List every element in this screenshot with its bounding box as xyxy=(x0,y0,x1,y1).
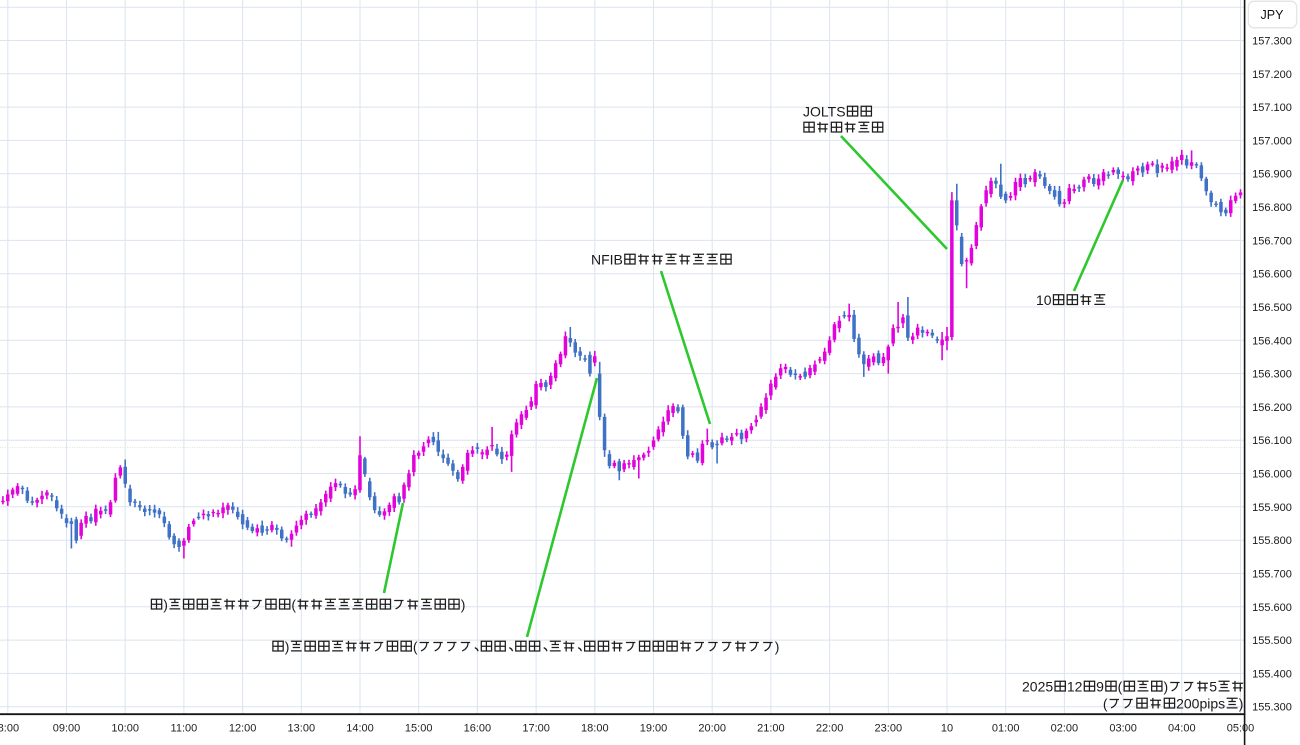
svg-text:): ) xyxy=(1164,679,1169,695)
svg-text:5: 5 xyxy=(1209,679,1217,695)
svg-text:): ) xyxy=(775,639,780,655)
svg-text:156.300: 156.300 xyxy=(1252,369,1292,381)
svg-text:05:00: 05:00 xyxy=(1227,723,1255,735)
svg-text:02:00: 02:00 xyxy=(1051,723,1079,735)
svg-text:155.700: 155.700 xyxy=(1252,569,1292,581)
svg-text:NFIB: NFIB xyxy=(591,252,623,268)
svg-text:(: ( xyxy=(1118,679,1123,695)
svg-text:156.000: 156.000 xyxy=(1252,469,1292,481)
svg-text:13:00: 13:00 xyxy=(288,723,316,735)
svg-text:22:00: 22:00 xyxy=(816,723,844,735)
svg-text:15:00: 15:00 xyxy=(405,723,433,735)
svg-text:9: 9 xyxy=(1096,679,1104,695)
svg-text:156.600: 156.600 xyxy=(1252,269,1292,281)
svg-text:10: 10 xyxy=(1036,292,1052,308)
svg-text:23:00: 23:00 xyxy=(875,723,903,735)
svg-text:156.900: 156.900 xyxy=(1252,169,1292,181)
svg-text:16:00: 16:00 xyxy=(464,723,492,735)
svg-text:10: 10 xyxy=(941,723,953,735)
svg-text:04:00: 04:00 xyxy=(1168,723,1196,735)
svg-text:19:00: 19:00 xyxy=(640,723,668,735)
svg-text:20:00: 20:00 xyxy=(698,723,726,735)
svg-text:JOLTS: JOLTS xyxy=(803,104,846,120)
svg-text:21:00: 21:00 xyxy=(757,723,785,735)
svg-text:157.100: 157.100 xyxy=(1252,102,1292,114)
svg-text:(: ( xyxy=(413,639,418,655)
svg-text:155.800: 155.800 xyxy=(1252,535,1292,547)
svg-text:2025: 2025 xyxy=(1022,679,1053,695)
svg-text:155.300: 155.300 xyxy=(1252,702,1292,714)
svg-text:10:00: 10:00 xyxy=(111,723,139,735)
svg-text:14:00: 14:00 xyxy=(346,723,374,735)
svg-text:12: 12 xyxy=(1067,679,1083,695)
svg-text:157.000: 157.000 xyxy=(1252,135,1292,147)
svg-text:155.500: 155.500 xyxy=(1252,635,1292,647)
svg-text:): ) xyxy=(163,597,168,613)
svg-text:155.900: 155.900 xyxy=(1252,502,1292,514)
svg-text:): ) xyxy=(1239,696,1244,712)
svg-text:11:00: 11:00 xyxy=(171,723,198,735)
svg-text:157.300: 157.300 xyxy=(1252,36,1292,48)
svg-text:12:00: 12:00 xyxy=(229,723,257,735)
svg-text:156.200: 156.200 xyxy=(1252,402,1292,414)
svg-text:(: ( xyxy=(291,597,296,613)
svg-text:156.400: 156.400 xyxy=(1252,335,1292,347)
svg-text:156.100: 156.100 xyxy=(1252,435,1292,447)
svg-text:JPY: JPY xyxy=(1261,8,1285,22)
svg-text:200pips: 200pips xyxy=(1176,696,1225,712)
svg-text:155.400: 155.400 xyxy=(1252,668,1292,680)
svg-text:): ) xyxy=(461,597,466,613)
svg-text:17:00: 17:00 xyxy=(522,723,550,735)
svg-text:157.200: 157.200 xyxy=(1252,69,1292,81)
svg-text:): ) xyxy=(285,639,290,655)
svg-text:03:00: 03:00 xyxy=(1109,723,1137,735)
svg-text:08:00: 08:00 xyxy=(0,723,19,735)
svg-text:09:00: 09:00 xyxy=(53,723,81,735)
svg-text:18:00: 18:00 xyxy=(581,723,609,735)
svg-text:(: ( xyxy=(1103,696,1108,712)
svg-text:01:00: 01:00 xyxy=(992,723,1020,735)
svg-text:156.700: 156.700 xyxy=(1252,235,1292,247)
svg-text:155.600: 155.600 xyxy=(1252,602,1292,614)
svg-text:156.500: 156.500 xyxy=(1252,302,1292,314)
svg-text:156.800: 156.800 xyxy=(1252,202,1292,214)
